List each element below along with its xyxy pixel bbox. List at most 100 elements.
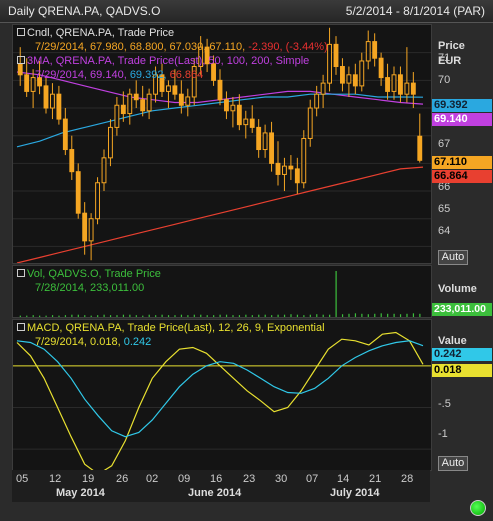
candle-legend[interactable]: Cndl, QRENA.PA, Trade Price	[17, 27, 174, 39]
price-tick: 66	[438, 181, 451, 193]
macd-legend[interactable]: MACD, QRENA.PA, Trade Price(Last), 12, 2…	[17, 322, 325, 334]
price-tick: 70	[438, 74, 451, 86]
volume-bar	[103, 314, 105, 317]
candle-body	[166, 85, 171, 92]
price-pane[interactable]: Cndl, QRENA.PA, Trade Price 7/29/2014, 6…	[12, 24, 432, 264]
macd-tick: -1	[438, 428, 448, 440]
volume-bar	[264, 314, 266, 317]
day-tick: 12	[49, 473, 62, 485]
volume-bar	[148, 314, 150, 317]
volume-bar	[341, 314, 344, 317]
volume-bar	[412, 313, 415, 317]
macd-tag: 0.018	[432, 364, 492, 377]
ma-legend[interactable]: 3MA, QRENA.PA, Trade Price(Last), 50, 10…	[17, 55, 309, 67]
volume-bar	[354, 313, 357, 317]
volume-tag: 233,011.00	[432, 303, 492, 316]
volume-bar	[393, 313, 395, 317]
day-tick: 30	[275, 473, 288, 485]
volume-bar	[367, 314, 369, 317]
volume-chart	[19, 271, 421, 317]
candle-body	[391, 74, 397, 92]
time-axis[interactable]: 05 12 19 26 02 09 16 23 30 07 14 21 28 M…	[12, 470, 430, 502]
macd-pane[interactable]: MACD, QRENA.PA, Trade Price(Last), 12, 2…	[12, 319, 432, 471]
volume-bar	[348, 313, 350, 317]
legend-toggle-icon[interactable]	[17, 269, 25, 277]
candle-body	[37, 77, 42, 87]
price-tick: 67	[438, 138, 451, 150]
volume-bar	[329, 314, 331, 317]
candle-body	[178, 93, 184, 106]
candle-body	[262, 132, 268, 151]
candle-body	[307, 107, 313, 139]
ma200-tag: 66.864	[432, 170, 492, 183]
price-auto-scale-button[interactable]: Auto	[438, 250, 468, 265]
candle-body	[301, 137, 307, 184]
candle-body	[282, 165, 287, 175]
candle-body	[159, 74, 165, 92]
volume-bar	[155, 315, 157, 317]
ma-legend-values: 7/29/2014, 69.140, 69.392, 66.864	[35, 69, 204, 81]
volume-bar	[238, 315, 241, 317]
connection-status-icon[interactable]	[470, 500, 486, 516]
candle-body	[75, 171, 81, 214]
month-label: June 2014	[188, 487, 242, 499]
volume-bar	[109, 315, 112, 317]
candle-body	[249, 118, 255, 128]
day-tick: 21	[369, 473, 382, 485]
legend-toggle-icon[interactable]	[17, 323, 25, 331]
candle-body	[398, 74, 403, 95]
candle-body	[146, 93, 152, 112]
candle-legend-values: 7/29/2014, 67.980, 68.800, 67.030, 67.11…	[35, 41, 328, 53]
candle-body	[69, 149, 75, 173]
candle-body	[95, 182, 100, 220]
day-tick: 26	[116, 473, 129, 485]
volume-bar	[245, 314, 247, 317]
candle-body	[404, 82, 410, 95]
volume-bar	[26, 315, 28, 317]
candle-body	[82, 212, 88, 242]
macd-legend-values: 7/29/2014, 0.018, 0.242	[35, 336, 152, 348]
candle-body	[288, 165, 294, 170]
candle-body	[50, 93, 55, 109]
volume-pane[interactable]: Vol, QADVS.O, Trade Price 7/28/2014, 233…	[12, 265, 432, 318]
candle-body	[275, 162, 281, 175]
price-tick: 65	[438, 203, 451, 215]
volume-bar	[335, 271, 337, 317]
volume-bar	[135, 315, 137, 317]
volume-bar	[303, 315, 305, 317]
volume-legend[interactable]: Vol, QADVS.O, Trade Price	[17, 268, 161, 280]
volume-bar	[51, 315, 54, 317]
day-tick: 16	[210, 473, 223, 485]
volume-bar	[361, 313, 363, 317]
macd-axis[interactable]: Value	[432, 319, 493, 470]
candle-body	[359, 60, 365, 87]
candle-body	[191, 66, 197, 98]
month-label: May 2014	[56, 487, 105, 499]
volume-bar	[187, 315, 189, 317]
macd-chart	[13, 331, 431, 470]
volume-bar	[296, 314, 299, 317]
candle-body	[294, 168, 300, 184]
volume-bar	[19, 315, 21, 317]
price-axis[interactable]: Price EUR	[432, 24, 493, 264]
ma50-tag: 69.140	[432, 113, 492, 126]
candle-body	[230, 104, 236, 112]
legend-toggle-icon[interactable]	[17, 28, 25, 36]
candle-body	[211, 63, 216, 81]
volume-bar	[90, 315, 92, 317]
window-title: Daily QRENA.PA, QADVS.O	[8, 4, 161, 18]
ma100-tag: 69.392	[432, 99, 492, 112]
candle-body	[256, 126, 262, 151]
volume-bar	[219, 314, 221, 317]
volume-bar	[406, 313, 408, 317]
candle-body	[62, 118, 68, 151]
legend-toggle-icon[interactable]	[17, 56, 25, 64]
date-range[interactable]: 5/2/2014 - 8/1/2014 (PAR)	[345, 4, 485, 18]
candle-body	[24, 74, 30, 92]
volume-bar	[283, 314, 286, 317]
macd-auto-scale-button[interactable]: Auto	[438, 456, 468, 471]
volume-axis-title: Volume	[438, 283, 477, 295]
candle-body	[120, 104, 126, 115]
day-tick: 02	[146, 473, 159, 485]
